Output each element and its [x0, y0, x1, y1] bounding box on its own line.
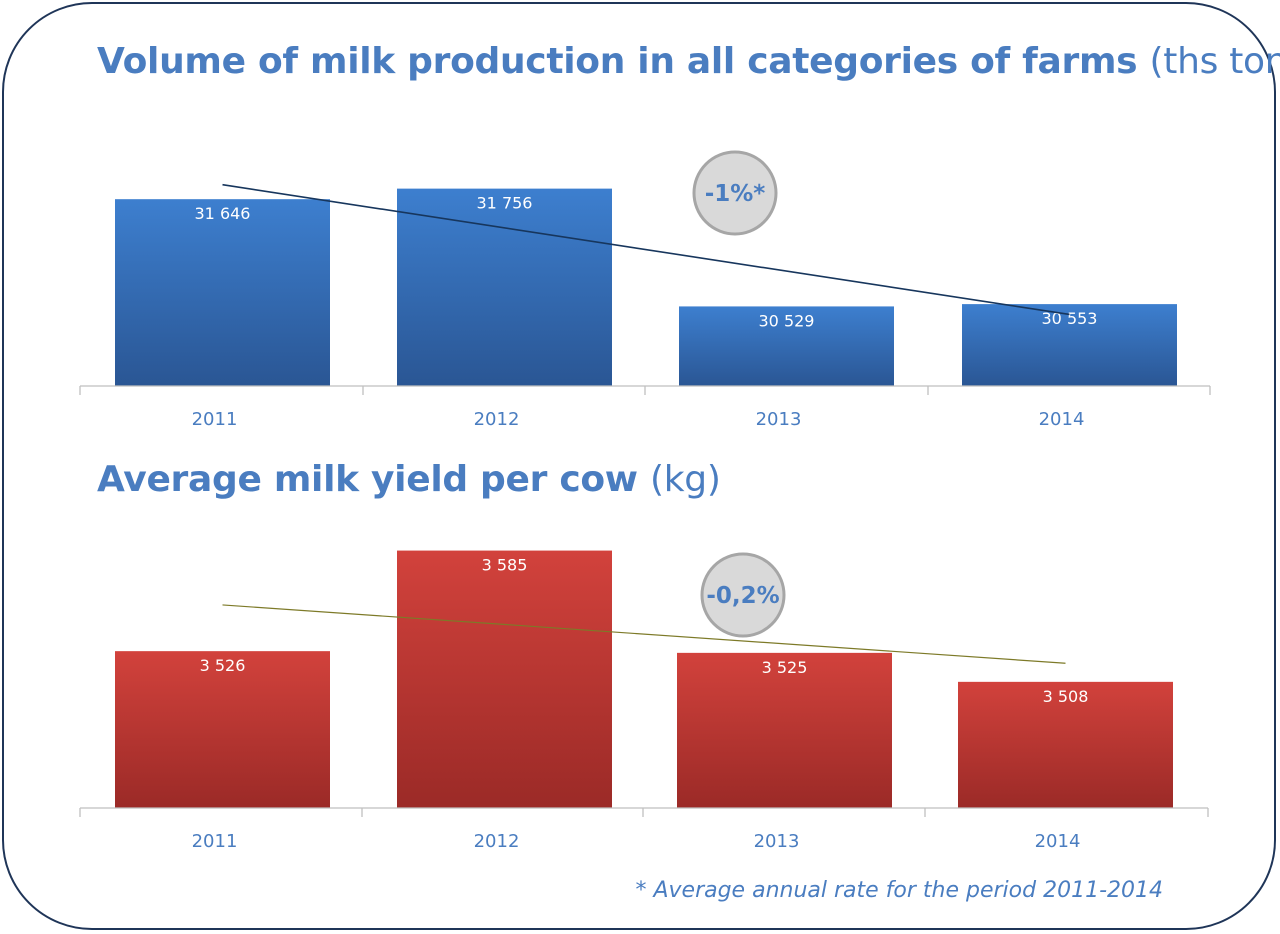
- prod-trend-line: [222, 183, 1070, 316]
- yield-tick-label-2013: 2013: [754, 831, 800, 852]
- prod-change-badge-text: -1%*: [705, 181, 766, 207]
- yield-tick-label-2011: 2011: [192, 831, 238, 852]
- yield-bar-label-2012: 3 585: [482, 556, 528, 575]
- prod-tick-label-2014: 2014: [1039, 409, 1085, 430]
- yield-bar-label-2013: 3 525: [762, 658, 808, 677]
- yield-trend-line: [222, 604, 1066, 664]
- footnote: * Average annual rate for the period 201…: [635, 878, 1163, 903]
- prod-tick-label-2013: 2013: [756, 409, 802, 430]
- prod-bar-label-2013: 30 529: [759, 311, 815, 330]
- prod-tick-label-2012: 2012: [474, 409, 520, 430]
- production-bar-chart: 31 646 31 756 30 529 30 553 2011 2012 2013 2014…: [79, 150, 1211, 430]
- yield-tick-label-2014: 2014: [1035, 831, 1081, 852]
- yield-bar-2013: [677, 652, 892, 808]
- production-title-text: Volume of milk production in all categor…: [97, 41, 1138, 82]
- prod-bar-label-2014: 30 553: [1042, 309, 1098, 328]
- yield-bar-label-2011: 3 526: [200, 656, 246, 675]
- yield-bar-label-2014: 3 508: [1043, 687, 1089, 706]
- prod-bar-2014: [962, 304, 1177, 386]
- prod-bar-2011: [115, 199, 330, 386]
- prod-change-badge: [692, 150, 778, 236]
- prod-tick-label-2011: 2011: [192, 409, 238, 430]
- prod-bar-label-2012: 31 756: [477, 194, 533, 213]
- production-title-unit: (ths tons): [1149, 41, 1280, 82]
- yield-change-badge-text: -0,2%: [706, 583, 779, 609]
- yield-bar-chart: 3 526 3 585 3 525 3 508 2011 2012 2013 2014 -0,2…: [79, 550, 1209, 852]
- yield-tick-label-2012: 2012: [474, 831, 520, 852]
- yield-bar-2011: [115, 651, 330, 808]
- yield-title-text: Average milk yield per cow: [97, 459, 638, 500]
- yield-bar-2012: [397, 550, 612, 808]
- production-chart-title: Volume of milk production in all categor…: [97, 40, 1280, 83]
- yield-chart-title: Average milk yield per cow (kg): [97, 458, 721, 501]
- yield-bar-2014: [958, 681, 1173, 808]
- yield-change-badge: [700, 552, 786, 638]
- prod-bar-label-2011: 31 646: [195, 204, 251, 223]
- yield-title-unit: (kg): [650, 459, 721, 500]
- prod-bar-2012: [397, 188, 612, 386]
- prod-bar-2013: [679, 306, 894, 386]
